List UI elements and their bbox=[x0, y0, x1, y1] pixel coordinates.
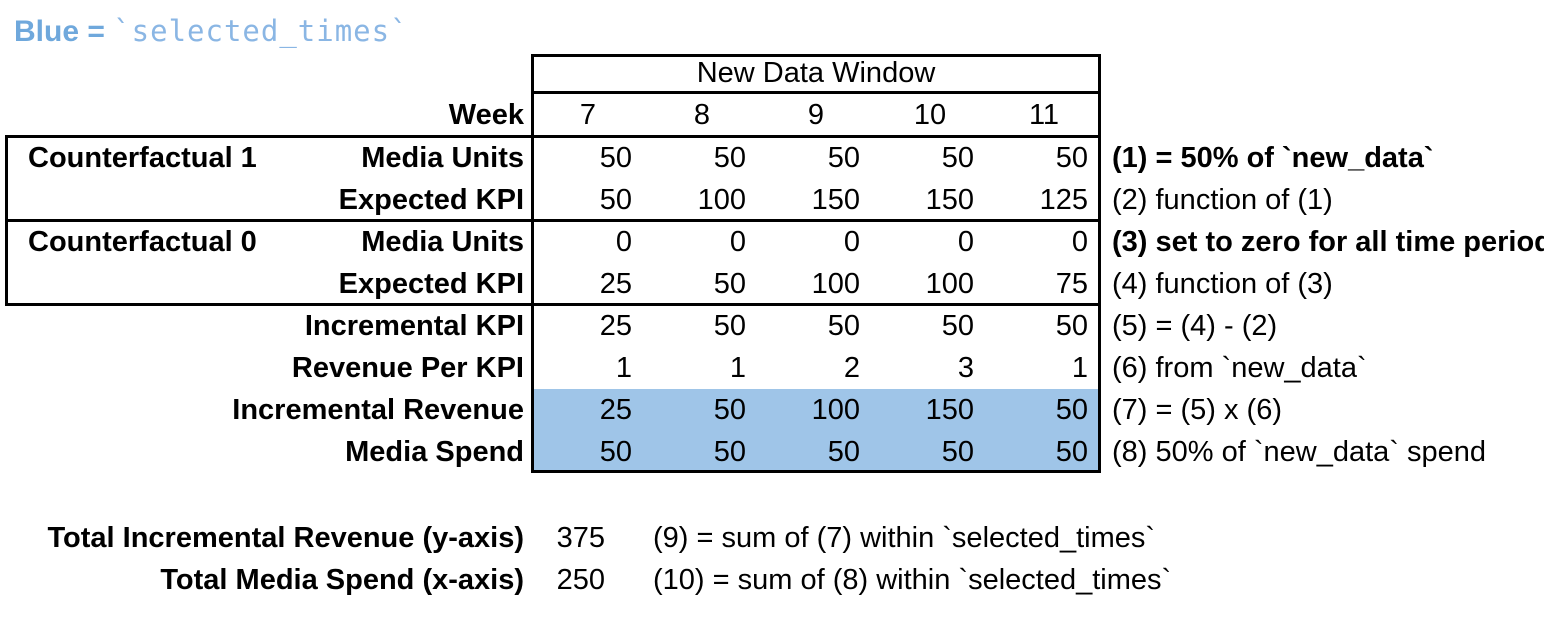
counterfactual-box-left-border bbox=[5, 135, 8, 306]
week-cell: 9 bbox=[807, 99, 825, 131]
table-cell: 50 bbox=[941, 142, 974, 174]
week-cell: 7 bbox=[579, 99, 597, 131]
table-cell: 50 bbox=[599, 184, 632, 216]
table-cell: 25 bbox=[599, 394, 632, 426]
table-cell: 3 bbox=[957, 352, 974, 384]
table-cell: 50 bbox=[1055, 142, 1088, 174]
table-cell: 50 bbox=[941, 310, 974, 342]
table-cell: 150 bbox=[925, 184, 974, 216]
table-cell: 100 bbox=[697, 184, 746, 216]
legend-code-selected-times: `selected_times` bbox=[113, 14, 409, 48]
divider-below-counterfactual-0 bbox=[5, 303, 1101, 306]
row-label: Media Units bbox=[361, 142, 524, 174]
table-cell: 50 bbox=[713, 436, 746, 468]
divider-counterfactual-groups bbox=[5, 219, 1101, 222]
divider-below-week-row bbox=[5, 135, 1101, 138]
week-cell: 10 bbox=[913, 99, 947, 131]
table-cell: 50 bbox=[827, 436, 860, 468]
table-cell: 125 bbox=[1039, 184, 1088, 216]
group-label-counterfactual-1: Counterfactual 1 bbox=[28, 142, 257, 174]
table-cell: 100 bbox=[925, 268, 974, 300]
total-incremental-revenue-label: Total Incremental Revenue (y-axis) bbox=[47, 522, 524, 554]
row-label: Expected KPI bbox=[338, 184, 524, 216]
week-cell: 8 bbox=[693, 99, 711, 131]
new-data-window-header: New Data Window bbox=[696, 57, 936, 89]
row-annotation: (2) function of (1) bbox=[1112, 184, 1333, 216]
table-cell: 50 bbox=[1055, 394, 1088, 426]
data-grid-border bbox=[531, 54, 1101, 473]
table-cell: 1 bbox=[615, 352, 632, 384]
row-label: Incremental Revenue bbox=[232, 394, 524, 426]
table-cell: 100 bbox=[811, 268, 860, 300]
legend-label: Blue = bbox=[14, 15, 114, 48]
table-cell: 50 bbox=[713, 310, 746, 342]
selected-times-highlight bbox=[533, 389, 1099, 471]
table-cell: 150 bbox=[811, 184, 860, 216]
row-annotation: (3) set to zero for all time periods bbox=[1112, 226, 1544, 258]
group-label-counterfactual-0: Counterfactual 0 bbox=[28, 226, 257, 258]
total-incremental-revenue-annotation: (9) = sum of (7) within `selected_times` bbox=[653, 522, 1156, 554]
row-label: Expected KPI bbox=[338, 268, 524, 300]
table-cell: 100 bbox=[811, 394, 860, 426]
row-label: Media Spend bbox=[345, 436, 524, 468]
row-annotation: (8) 50% of `new_data` spend bbox=[1112, 436, 1486, 468]
table-cell: 2 bbox=[843, 352, 860, 384]
row-annotation: (1) = 50% of `new_data` bbox=[1112, 142, 1434, 174]
total-media-spend-label: Total Media Spend (x-axis) bbox=[160, 564, 524, 596]
table-cell: 150 bbox=[925, 394, 974, 426]
week-cell: 11 bbox=[1028, 99, 1060, 131]
row-label: Revenue Per KPI bbox=[291, 352, 524, 384]
table-cell: 50 bbox=[1055, 436, 1088, 468]
table-cell: 0 bbox=[957, 226, 974, 258]
table-cell: 50 bbox=[713, 268, 746, 300]
table-cell: 50 bbox=[713, 394, 746, 426]
row-annotation: (5) = (4) - (2) bbox=[1112, 310, 1278, 342]
total-media-spend-value: 250 bbox=[556, 564, 605, 596]
row-annotation: (6) from `new_data` bbox=[1112, 352, 1367, 384]
total-incremental-revenue-value: 375 bbox=[556, 522, 605, 554]
table-cell: 1 bbox=[729, 352, 746, 384]
divider-below-header bbox=[531, 91, 1101, 94]
total-media-spend-annotation: (10) = sum of (8) within `selected_times… bbox=[653, 564, 1172, 596]
row-label: Incremental KPI bbox=[304, 310, 524, 342]
table-cell: 75 bbox=[1055, 268, 1088, 300]
table-cell: 50 bbox=[941, 436, 974, 468]
row-label: Media Units bbox=[361, 226, 524, 258]
table-cell: 50 bbox=[599, 142, 632, 174]
table-cell: 0 bbox=[729, 226, 746, 258]
legend-blue-note: Blue = `selected_times` bbox=[14, 14, 409, 49]
table-cell: 50 bbox=[713, 142, 746, 174]
week-label: Week bbox=[448, 99, 524, 131]
row-annotation: (7) = (5) x (6) bbox=[1112, 394, 1282, 426]
table-cell: 50 bbox=[827, 142, 860, 174]
table-cell: 0 bbox=[1071, 226, 1088, 258]
table-cell: 25 bbox=[599, 268, 632, 300]
table-cell: 0 bbox=[843, 226, 860, 258]
table-cell: 50 bbox=[599, 436, 632, 468]
table-cell: 1 bbox=[1071, 352, 1088, 384]
table-cell: 0 bbox=[615, 226, 632, 258]
table-cell: 50 bbox=[1055, 310, 1088, 342]
row-annotation: (4) function of (3) bbox=[1112, 268, 1333, 300]
table-cell: 50 bbox=[827, 310, 860, 342]
table-cell: 25 bbox=[599, 310, 632, 342]
